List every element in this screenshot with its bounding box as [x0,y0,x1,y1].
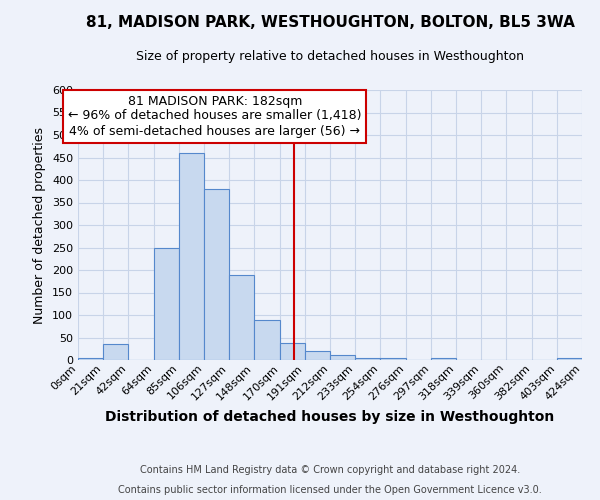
Y-axis label: Number of detached properties: Number of detached properties [34,126,46,324]
Text: 81, MADISON PARK, WESTHOUGHTON, BOLTON, BL5 3WA: 81, MADISON PARK, WESTHOUGHTON, BOLTON, … [86,15,574,30]
Bar [204,189,229,360]
Bar [78,358,103,360]
Bar [103,344,128,360]
Bar [305,351,330,360]
Text: Distribution of detached houses by size in Westhoughton: Distribution of detached houses by size … [106,410,554,424]
Bar [179,153,204,360]
Bar [557,358,582,360]
Text: Contains HM Land Registry data © Crown copyright and database right 2024.: Contains HM Land Registry data © Crown c… [140,465,520,475]
Bar [229,274,254,360]
Bar [380,358,406,360]
Bar [431,358,456,360]
Bar [355,358,380,360]
Bar [330,354,355,360]
Bar [254,320,280,360]
Text: 81 MADISON PARK: 182sqm
← 96% of detached houses are smaller (1,418)
4% of semi-: 81 MADISON PARK: 182sqm ← 96% of detache… [68,94,361,138]
Bar [154,248,179,360]
Text: Size of property relative to detached houses in Westhoughton: Size of property relative to detached ho… [136,50,524,63]
Text: Contains public sector information licensed under the Open Government Licence v3: Contains public sector information licen… [118,485,542,495]
Bar [280,343,305,360]
